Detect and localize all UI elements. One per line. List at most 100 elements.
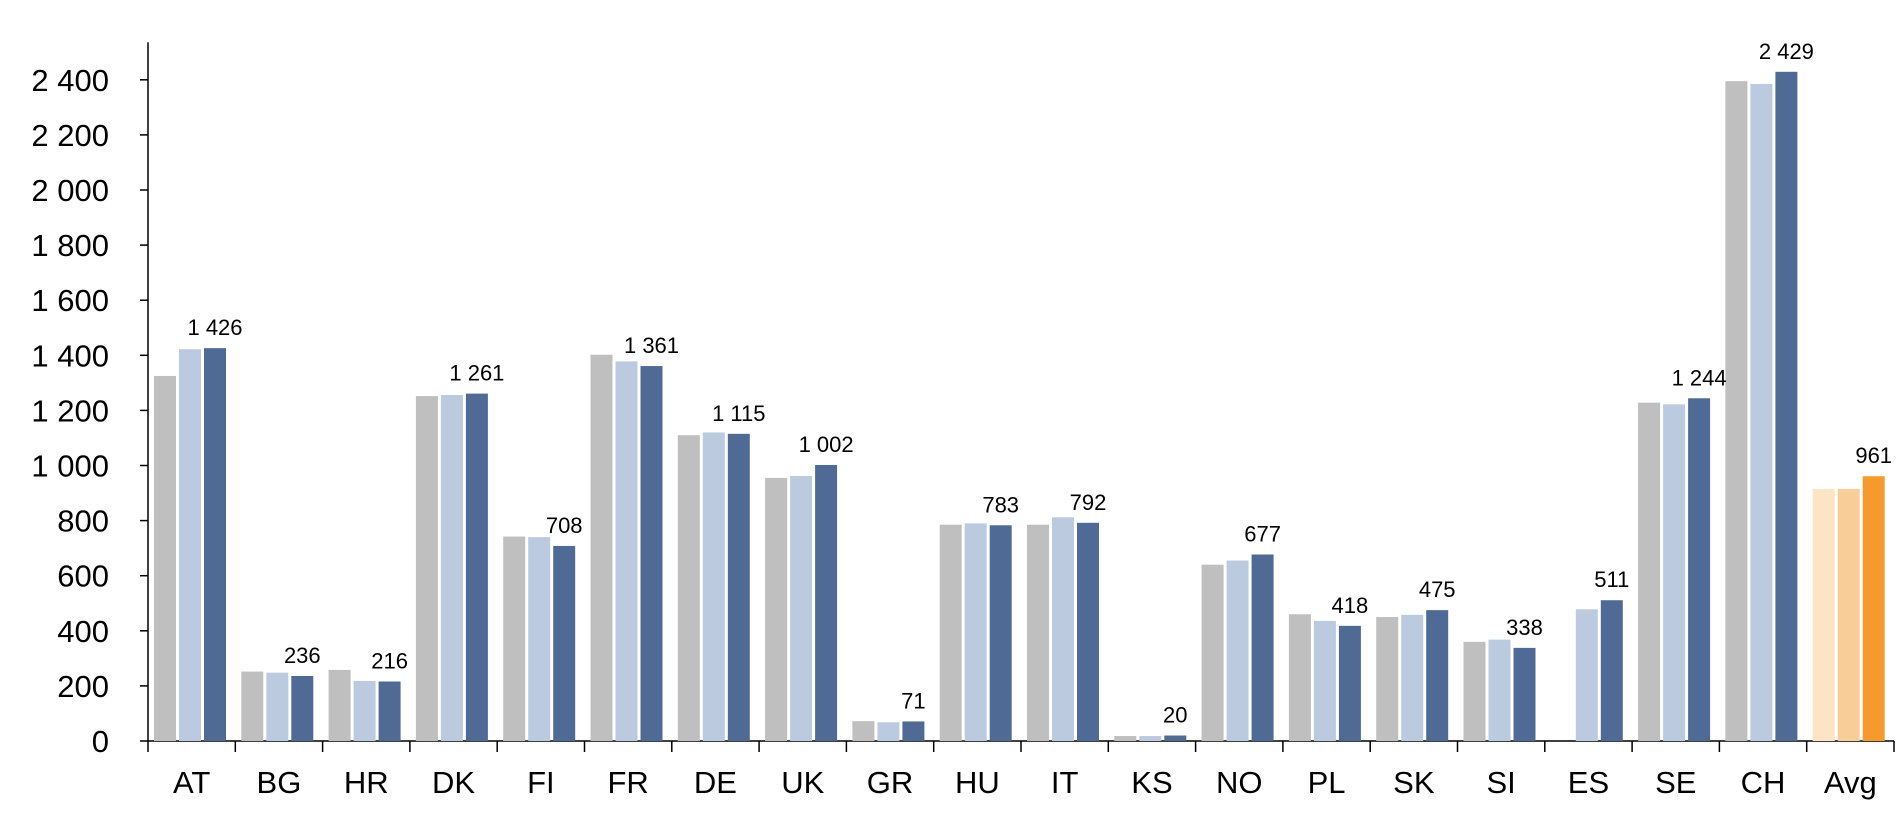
bar-dk-series-1	[415, 396, 438, 741]
bar-no-series-3	[1251, 554, 1274, 741]
data-label: 1 361	[624, 333, 679, 358]
bar-fr-series-2	[615, 361, 638, 741]
category-label: UK	[781, 765, 824, 800]
data-label: 216	[371, 648, 408, 673]
data-label: 708	[546, 513, 583, 538]
data-label: 1 261	[449, 361, 504, 386]
bar-si-series-3	[1513, 647, 1536, 741]
bar-si-series-2	[1488, 639, 1511, 741]
bar-gr-series-2	[877, 722, 900, 741]
data-label: 1 244	[1672, 365, 1727, 390]
bar-sk-series-2	[1401, 614, 1424, 741]
category-label: PL	[1308, 765, 1346, 800]
bar-at-series-2	[179, 349, 201, 741]
category-label: KS	[1131, 765, 1172, 800]
category-label: CH	[1741, 765, 1786, 800]
bar-bg-series-3	[291, 675, 314, 741]
bar-se-series-2	[1663, 404, 1686, 741]
data-label: 1 426	[187, 315, 242, 340]
category-label: NO	[1216, 765, 1263, 800]
y-axis: 0 200 400 600 800 1 000 1 200 1 400 1 600 1 800 2 …	[31, 42, 149, 759]
category-label: IT	[1051, 765, 1079, 800]
bar-pl-series-1	[1288, 614, 1311, 741]
bar-no-series-1	[1201, 564, 1224, 741]
bar-ch-series-3	[1775, 71, 1798, 742]
bar-bg-series-1	[241, 671, 264, 741]
bar-hr-series-2	[353, 680, 376, 741]
bar-avg-series-2	[1837, 488, 1860, 741]
bar-at-series-3	[204, 348, 226, 741]
x-axis: AT BG HR DK FI FR DE UK GR HU IT KS NO PL SK SI ES SE CH Av…	[147, 740, 1895, 800]
category-label: HR	[344, 765, 389, 800]
category-label: SE	[1655, 765, 1696, 800]
bar-sk-series-1	[1376, 617, 1399, 741]
category-label: FR	[607, 765, 648, 800]
data-label: 418	[1332, 593, 1369, 618]
y-tick-label: 600	[57, 559, 109, 594]
bar-hr-series-3	[378, 681, 401, 741]
bar-pl-series-2	[1313, 620, 1336, 741]
category-label: BG	[257, 765, 302, 800]
bar-fr-series-1	[590, 354, 613, 741]
bar-it-series-3	[1077, 522, 1099, 741]
bar-ks-series-3	[1164, 735, 1187, 741]
bar-fi-series-1	[503, 536, 526, 741]
category-label: SK	[1393, 765, 1435, 800]
bar-de-series-2	[702, 432, 725, 741]
bar-no-series-2	[1226, 560, 1249, 741]
bar-at-series-1	[154, 375, 176, 741]
category-label: Avg	[1824, 765, 1877, 800]
bar-hu-series-2	[964, 523, 987, 741]
category-label: AT	[173, 765, 210, 800]
data-label: 792	[1070, 490, 1107, 515]
bar-hu-series-1	[939, 524, 962, 741]
bar-si-series-1	[1463, 641, 1486, 741]
category-label: HU	[955, 765, 1000, 800]
data-label: 2 429	[1759, 39, 1814, 64]
y-tick-label: 1 600	[31, 283, 109, 318]
category-label: FI	[527, 765, 555, 800]
data-label: 1 002	[799, 432, 854, 457]
data-label: 511	[1594, 567, 1629, 592]
bar-sk-series-3	[1426, 610, 1449, 741]
bar-uk-series-3	[815, 464, 838, 741]
bar-uk-series-1	[765, 477, 788, 741]
bar-de-series-1	[677, 435, 700, 741]
y-tick-label: 800	[57, 504, 109, 539]
category-label: DK	[432, 765, 475, 800]
bar-se-series-1	[1638, 402, 1661, 741]
y-tick-label: 2 000	[31, 173, 109, 208]
bar-dk-series-3	[465, 393, 488, 741]
y-tick-label: 2 400	[31, 63, 109, 98]
y-tick-label: 400	[57, 614, 109, 649]
data-label: 677	[1244, 521, 1281, 546]
bar-es-series-3	[1600, 600, 1623, 741]
bar-hu-series-3	[989, 525, 1012, 741]
y-tick-label: 1 400	[31, 338, 109, 373]
bar-dk-series-2	[440, 394, 463, 741]
data-label: 783	[982, 492, 1019, 517]
bar-it-series-1	[1027, 524, 1049, 741]
bar-gr-series-1	[852, 721, 875, 741]
bar-gr-series-3	[902, 721, 925, 741]
category-label: SI	[1487, 765, 1516, 800]
bar-ch-series-2	[1750, 83, 1773, 742]
y-tick-label: 200	[57, 669, 109, 704]
bar-es-series-2	[1575, 609, 1598, 741]
bar-se-series-3	[1688, 398, 1711, 741]
data-label: 20	[1163, 702, 1187, 727]
y-tick-label: 1 800	[31, 228, 109, 263]
data-label: 475	[1419, 577, 1456, 602]
bar-fi-series-3	[553, 545, 576, 741]
bar-hr-series-1	[328, 669, 351, 741]
y-tick-label: 2 200	[31, 118, 109, 153]
bars	[154, 71, 1885, 742]
category-label: ES	[1568, 765, 1609, 800]
bar-ch-series-1	[1725, 81, 1748, 742]
data-label: 338	[1506, 615, 1543, 640]
bar-ks-series-2	[1139, 736, 1162, 741]
bar-pl-series-3	[1338, 625, 1361, 741]
data-labels: 1 426 236 216 1 261 708 1 361 1 115 1 002 71 783 7…	[187, 39, 1892, 728]
y-tick-label: 0	[92, 724, 109, 759]
